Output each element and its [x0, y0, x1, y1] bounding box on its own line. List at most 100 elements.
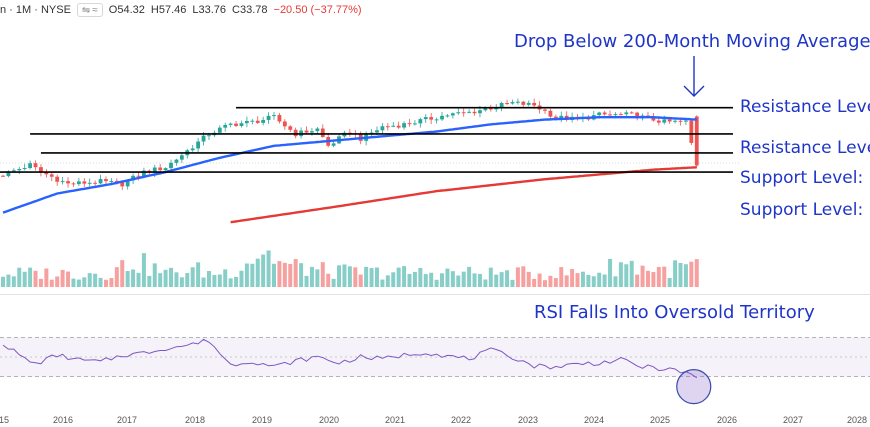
candle: [120, 181, 125, 187]
volume-bar: [217, 274, 222, 287]
candle: [234, 123, 238, 126]
volume-bar: [282, 262, 287, 287]
volume-bar: [678, 262, 683, 287]
header-toggle-buttons[interactable]: ⇋ ≈: [76, 3, 103, 17]
candle: [694, 116, 699, 166]
volume-bar: [429, 272, 434, 287]
candle: [55, 176, 60, 182]
candle: [429, 117, 434, 120]
candle: [369, 132, 374, 134]
candle: [109, 180, 114, 182]
volume-bar: [272, 263, 276, 287]
volume-bar: [55, 276, 60, 287]
candle: [142, 170, 146, 177]
candle: [516, 101, 520, 103]
volume-bar: [656, 266, 661, 287]
drop-arrow-head: [683, 85, 705, 97]
candle: [684, 120, 688, 122]
candle: [71, 183, 76, 185]
candle: [33, 163, 38, 168]
volume-bar: [293, 259, 298, 287]
volume-bar: [608, 258, 613, 287]
candle: [391, 125, 396, 127]
volume-bar: [467, 266, 472, 287]
volume-bar: [472, 273, 477, 287]
candle: [553, 116, 558, 118]
volume-bar: [71, 278, 76, 287]
candle: [310, 131, 314, 133]
volume-bar: [635, 274, 640, 287]
volume-bar: [17, 267, 22, 287]
volume-bar: [103, 279, 108, 287]
volume-bar: [353, 267, 358, 287]
volume-bar: [510, 279, 515, 287]
volume-bar: [456, 275, 461, 287]
volume-bar: [49, 279, 54, 287]
volume-bar: [131, 269, 136, 287]
volume-bar: [304, 275, 309, 287]
volume-bar: [239, 270, 244, 287]
x-tick-label: 15: [0, 415, 10, 425]
change-value: −20.50 (−37.77%): [273, 4, 362, 16]
volume-bar: [385, 275, 390, 287]
candle: [255, 120, 260, 123]
candle: [282, 121, 287, 127]
candle: [250, 120, 255, 122]
volume-bar: [521, 266, 526, 287]
candle: [114, 180, 119, 182]
volume-bar: [299, 263, 304, 287]
volume-bar: [76, 279, 81, 287]
volume-bar: [147, 275, 152, 287]
candle: [125, 180, 130, 187]
volume-bar: [412, 271, 417, 287]
wave-icon[interactable]: ≈: [92, 4, 98, 16]
candle: [136, 175, 141, 177]
volume-bar: [418, 267, 423, 287]
candle: [245, 120, 249, 124]
x-tick-label: 2028: [846, 415, 868, 425]
volume-bar: [499, 272, 504, 287]
volume-bar: [309, 266, 314, 287]
candle: [456, 112, 461, 114]
volume-bar: [667, 278, 672, 287]
candle: [293, 129, 298, 137]
volume-bar: [369, 268, 374, 287]
candle: [543, 109, 547, 111]
candle: [667, 119, 672, 122]
volume-bar: [223, 269, 228, 287]
x-tick-label: 2027: [782, 415, 804, 425]
volume-bar: [548, 275, 553, 287]
x-tick-label: 2018: [184, 415, 206, 425]
volume-bar: [266, 250, 271, 287]
candle: [163, 168, 168, 171]
candle: [93, 182, 98, 184]
volume-bar: [33, 270, 38, 287]
pane-divider: [0, 294, 870, 295]
volume-bar: [206, 270, 211, 287]
x-tick-label: 2016: [52, 415, 74, 425]
volume-bar: [440, 273, 445, 287]
volume-bar: [320, 262, 325, 287]
rsi-annotation: RSI Falls Into Oversold Territory: [534, 302, 815, 323]
x-tick-label: 2025: [649, 415, 671, 425]
candle: [87, 182, 92, 184]
candle: [272, 115, 276, 117]
volume-bar: [44, 268, 49, 287]
level-label-support-2: Support Level:: [740, 200, 864, 220]
volume-bar: [640, 265, 645, 287]
volume-bar: [553, 278, 558, 287]
level-label-resistance-2: Resistance Level:: [740, 138, 870, 158]
volume-bar: [152, 263, 157, 287]
candle: [228, 123, 233, 125]
candle: [266, 115, 271, 120]
volume-bar: [1, 276, 5, 287]
level-label-resistance-1: Resistance Level:: [740, 97, 870, 117]
candle: [483, 108, 488, 111]
volume-bar: [591, 276, 596, 287]
candle: [597, 112, 602, 116]
candle: [179, 155, 184, 160]
toggle-icon[interactable]: ⇋: [81, 4, 91, 16]
volume-bar: [228, 278, 233, 287]
high-value: H57.46: [150, 4, 187, 16]
